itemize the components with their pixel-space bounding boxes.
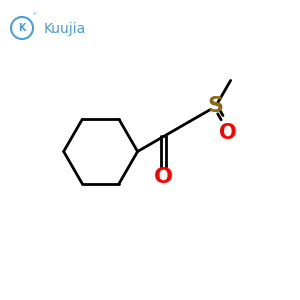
- Text: K: K: [18, 23, 26, 33]
- Text: O: O: [154, 167, 173, 187]
- Text: °: °: [32, 13, 36, 19]
- Text: O: O: [220, 123, 237, 143]
- Text: Kuujia: Kuujia: [44, 22, 86, 36]
- Text: S: S: [208, 97, 224, 116]
